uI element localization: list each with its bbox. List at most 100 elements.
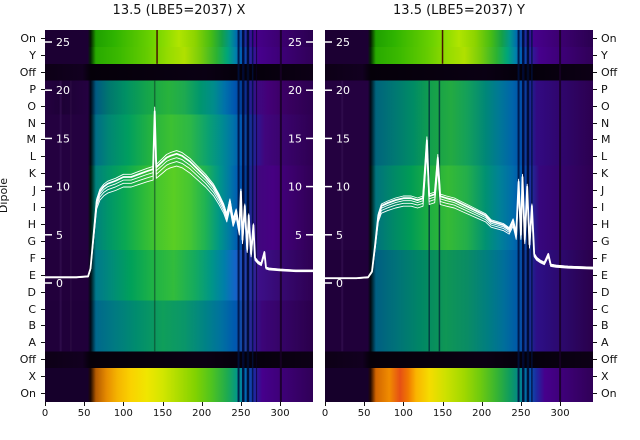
row-tick-right bbox=[593, 71, 597, 73]
row-tick-right bbox=[593, 359, 597, 361]
inner-tick-label: 10 bbox=[56, 181, 70, 194]
x-tick-label: 300 bbox=[270, 408, 290, 419]
heatmap-stripe bbox=[237, 30, 240, 402]
row-label-left: D bbox=[27, 285, 36, 299]
heatmap-stripe bbox=[559, 30, 562, 402]
row-label-right: X bbox=[601, 370, 609, 384]
row-label-left: P bbox=[29, 82, 36, 96]
x-tick bbox=[201, 402, 203, 406]
heatmap-stripe bbox=[59, 80, 62, 352]
left-plot-title: 13.5 (LBE5=2037) X bbox=[112, 3, 246, 18]
row-tick-left bbox=[41, 71, 45, 73]
heatmap-row-N bbox=[45, 114, 313, 133]
row-tick-left bbox=[41, 156, 45, 158]
x-tick-label: 250 bbox=[231, 408, 251, 419]
heatmap-row-O bbox=[45, 97, 313, 116]
x-tick bbox=[280, 402, 282, 406]
row-tick-right bbox=[593, 88, 597, 90]
x-tick-label: 0 bbox=[321, 408, 329, 419]
row-tick-left bbox=[41, 122, 45, 124]
x-tick bbox=[123, 402, 125, 406]
signal-trace bbox=[325, 153, 593, 280]
heatmap-row-D bbox=[325, 283, 593, 302]
inner-tick-label: 20 bbox=[336, 84, 350, 97]
row-label-right: On bbox=[601, 31, 617, 45]
inner-tick-label: 5 bbox=[56, 229, 63, 242]
row-label-right: G bbox=[601, 234, 610, 248]
row-label-right: I bbox=[601, 201, 605, 215]
inner-tick-label: 0 bbox=[56, 277, 63, 290]
heatmap-row-D bbox=[45, 283, 313, 302]
row-label-left: N bbox=[27, 116, 36, 130]
heatmap-row-E bbox=[45, 266, 313, 285]
x-tick bbox=[84, 402, 86, 406]
heatmap-stripe bbox=[256, 30, 258, 402]
row-label-right: P bbox=[601, 82, 608, 96]
heatmap-row-K bbox=[45, 165, 313, 183]
x-tick bbox=[442, 402, 444, 406]
row-tick-left bbox=[41, 376, 45, 378]
row-label-right: L bbox=[601, 150, 608, 164]
row-tick-right bbox=[593, 37, 597, 39]
heatmap-stripe bbox=[279, 30, 282, 402]
x-tick-label: 50 bbox=[77, 408, 91, 419]
row-tick-right bbox=[593, 190, 597, 192]
row-label-left: Y bbox=[29, 48, 36, 62]
heatmap-row-K bbox=[325, 165, 593, 183]
heatmap-row-B bbox=[325, 317, 593, 335]
heatmap-stripe bbox=[251, 30, 254, 402]
row-tick-left bbox=[41, 223, 45, 225]
row-label-right: A bbox=[601, 336, 609, 350]
row-label-right: D bbox=[601, 285, 610, 299]
row-label-left: A bbox=[28, 336, 36, 350]
heatmap-row-P bbox=[325, 80, 593, 99]
row-tick-left bbox=[41, 54, 45, 56]
row-tick-left bbox=[41, 105, 45, 107]
heatmap-row-X bbox=[325, 368, 593, 386]
row-tick-left bbox=[41, 257, 45, 259]
inner-tick-label: 20 bbox=[56, 84, 70, 97]
row-tick-right bbox=[593, 223, 597, 225]
heatmap-row-C bbox=[45, 300, 313, 319]
x-tick-label: 300 bbox=[550, 408, 570, 419]
row-tick-left bbox=[41, 342, 45, 344]
inner-tick-label: 5 bbox=[295, 229, 302, 242]
row-tick-left bbox=[41, 139, 45, 141]
row-label-left: J bbox=[32, 184, 36, 198]
row-tick-right bbox=[593, 325, 597, 327]
row-tick-left bbox=[41, 190, 45, 192]
heatmap-stripe bbox=[441, 30, 444, 64]
heatmap-row-L bbox=[325, 148, 593, 166]
row-label-right: M bbox=[601, 133, 611, 147]
row-label-right: N bbox=[601, 116, 610, 130]
inner-tick-label: 0 bbox=[336, 277, 343, 290]
heatmap-row-B bbox=[45, 317, 313, 335]
row-label-left: H bbox=[27, 217, 36, 231]
row-tick-right bbox=[593, 291, 597, 293]
row-tick-right bbox=[593, 156, 597, 158]
row-tick-right bbox=[593, 105, 597, 107]
heatmap-row-Off bbox=[45, 63, 313, 82]
row-label-right: K bbox=[601, 167, 609, 181]
row-tick-left bbox=[41, 359, 45, 361]
heatmap-row-F bbox=[325, 249, 593, 268]
heatmap-row-P bbox=[45, 80, 313, 99]
x-tick-label: 100 bbox=[113, 408, 133, 419]
row-label-left: On bbox=[20, 31, 36, 45]
x-tick bbox=[45, 402, 46, 406]
row-label-left: Off bbox=[19, 65, 36, 79]
row-tick-right bbox=[593, 274, 597, 276]
row-label-right: C bbox=[601, 302, 609, 316]
signal-trace bbox=[325, 139, 593, 280]
row-label-left: I bbox=[32, 201, 36, 215]
row-label-left: M bbox=[26, 133, 37, 147]
heatmap-stripe bbox=[517, 30, 520, 402]
heatmap-stripe bbox=[438, 80, 441, 352]
x-tick bbox=[481, 402, 483, 406]
row-label-right: B bbox=[601, 319, 609, 333]
inner-tick-label: 5 bbox=[336, 229, 343, 242]
row-tick-right bbox=[593, 122, 597, 124]
inner-tick-label: 10 bbox=[288, 181, 302, 194]
x-tick bbox=[364, 402, 366, 406]
row-tick-left bbox=[41, 291, 45, 293]
